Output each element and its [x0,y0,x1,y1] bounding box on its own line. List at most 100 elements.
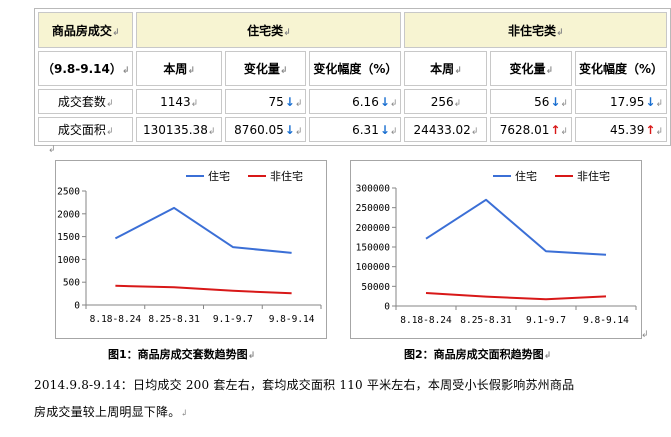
row-label-text: 成交套数 [57,95,106,109]
x-tick-label: 8.18-8.24 [90,314,142,325]
note-line-text: 房成交量较上周明显下降。 [34,405,181,419]
cell-end-mark: ↲ [560,126,568,137]
legend-label: 非住宅 [577,169,610,183]
subheader-res-change: 变化量↲ [224,51,307,86]
value-text: 24433.02 [413,122,471,137]
subheader-text: 变化量 [243,62,280,76]
cell-end-mark: ↲ [207,126,216,137]
note-line: 2014.9.8-9.14：日均成交 200 套左右，套均成交面积 110 平米… [34,378,575,392]
units-res-week: 1143↲ [136,89,222,114]
cell-end-mark: ↲ [105,127,114,137]
chart-area-caption: 图2：商品房成交面积趋势图↲ [404,346,551,362]
y-tick-label: 150000 [356,243,391,254]
header-residential-group: 住宅类↲ [136,12,402,48]
value-text: 7628.01 [499,122,550,137]
value-text: 8760.05 [234,122,284,137]
value-text: 75 [268,94,284,109]
y-tick-label: 200000 [356,223,391,234]
table-header-row: 商品房成交↲ 住宅类↲ 非住宅类↲ [38,12,667,48]
units-non-change: 56↓↲ [490,89,572,114]
period-text: （9.8-9.14） [42,62,122,76]
paragraph-mark: ↲ [641,330,649,340]
cell-end-mark: ↲ [294,98,303,109]
caption-text: 图2：商品房成交面积趋势图 [404,348,544,361]
legend-label: 住宅 [208,169,230,183]
y-tick-label: 500 [63,278,80,289]
y-tick-label: 1500 [57,232,80,243]
y-tick-label: 0 [74,301,80,312]
value-text: 1143 [160,94,191,109]
value-text: 56 [534,94,550,109]
down-arrow-icon: ↓ [284,122,295,137]
paragraph-mark: ↲ [48,145,56,155]
x-tick-label: 9.1-9.7 [213,314,253,325]
y-tick-label: 50000 [361,282,390,293]
chart-area-trend: 0 50000 100000 150000 200000 250000 300000 8.18… [350,160,642,339]
value-text: 17.95 [610,94,645,109]
subheader-non-change: 变化量↲ [490,51,572,86]
cell-end-mark: ↲ [655,98,663,109]
value-text: 6.16 [352,94,379,109]
area-non-week: 24433.02↲ [404,117,488,142]
down-arrow-icon: ↓ [550,94,561,109]
y-tick-label: 250000 [356,203,391,214]
cell-end-mark: ↲ [190,98,199,109]
chart-units-trend: 0 500 1000 1500 2000 2500 8.18-8.24 8.25-8.31 9.… [55,160,327,339]
transaction-summary-table: 商品房成交↲ 住宅类↲ 非住宅类↲ （9.8-9.14）↲ 本周↲ 变化量↲ 变… [34,8,671,146]
y-tick-label: 1000 [57,255,80,266]
chart-units-caption: 图1：商品房成交套数趋势图↲ [108,346,255,362]
y-tick-label: 100000 [356,262,391,273]
cell-end-mark: ↲ [655,126,663,137]
caption-text: 图1：商品房成交套数趋势图 [108,348,248,361]
subheader-res-pct: 变化幅度（%） [309,51,402,86]
paragraph-mark: ↲ [247,351,256,361]
residential-group-text: 住宅类 [247,23,284,38]
subheader-text: 本周 [163,62,188,76]
cell-end-mark: ↲ [453,98,462,109]
corner-title-text: 商品房成交 [51,23,112,38]
units-non-week: 256↲ [404,89,488,114]
y-tick-label: 2000 [57,209,80,220]
nonresidential-group-text: 非住宅类 [507,23,556,38]
area-res-week: 130135.38↲ [136,117,222,142]
units-res-change: 75↓↲ [224,89,307,114]
chart-units-svg: 0 500 1000 1500 2000 2500 8.18-8.24 8.25-8.31 9.… [57,169,322,325]
legend-label: 住宅 [515,169,537,183]
legend-label: 非住宅 [270,169,303,183]
y-tick-label: 0 [384,302,390,313]
x-tick-label: 8.25-8.31 [148,314,200,325]
y-tick-label: 300000 [356,184,391,195]
x-tick-label: 9.8-9.14 [269,314,315,325]
cell-end-mark: ↲ [294,126,303,137]
header-corner-title: 商品房成交↲ [38,12,134,48]
down-arrow-icon: ↓ [645,94,656,109]
subheader-res-week: 本周↲ [136,51,222,86]
cell-end-mark: ↲ [111,27,120,38]
x-tick-label: 8.25-8.31 [460,315,512,326]
down-arrow-icon: ↓ [379,94,390,109]
cell-end-mark: ↲ [105,99,114,109]
subheader-text: 本周 [430,62,455,76]
table-subheader-row: （9.8-9.14）↲ 本周↲ 变化量↲ 变化幅度（%） 本周↲ 变化量↲ 变化… [38,51,667,86]
chart-area-svg: 0 50000 100000 150000 200000 250000 300000 8.18… [356,169,637,326]
cell-end-mark: ↲ [279,66,288,76]
summary-note: 2014.9.8-9.14：日均成交 200 套左右，套均成交面积 110 平米… [34,372,634,428]
value-text: 256 [430,94,454,109]
down-arrow-icon: ↓ [379,122,390,137]
x-tick-label: 8.18-8.24 [400,315,452,326]
area-non-pct: 45.39↑↲ [574,117,667,142]
y-tick-label: 2500 [57,187,80,198]
subheader-text: 变化幅度（%） [578,62,663,76]
cell-end-mark: ↲ [389,126,398,137]
series-line-nonresidential [115,284,292,295]
cell-end-mark: ↲ [470,126,479,137]
header-nonresidential-group: 非住宅类↲ [404,12,667,48]
row-label-units: 成交套数↲ [38,89,134,114]
series-line-nonresidential [425,292,607,301]
value-text: 6.31 [352,122,379,137]
cell-end-mark: ↲ [283,27,291,38]
area-non-change: 7628.01↑↲ [490,117,572,142]
cell-end-mark: ↲ [454,66,462,76]
subheader-text: 变化量 [509,62,546,76]
series-line-residential [114,206,292,254]
